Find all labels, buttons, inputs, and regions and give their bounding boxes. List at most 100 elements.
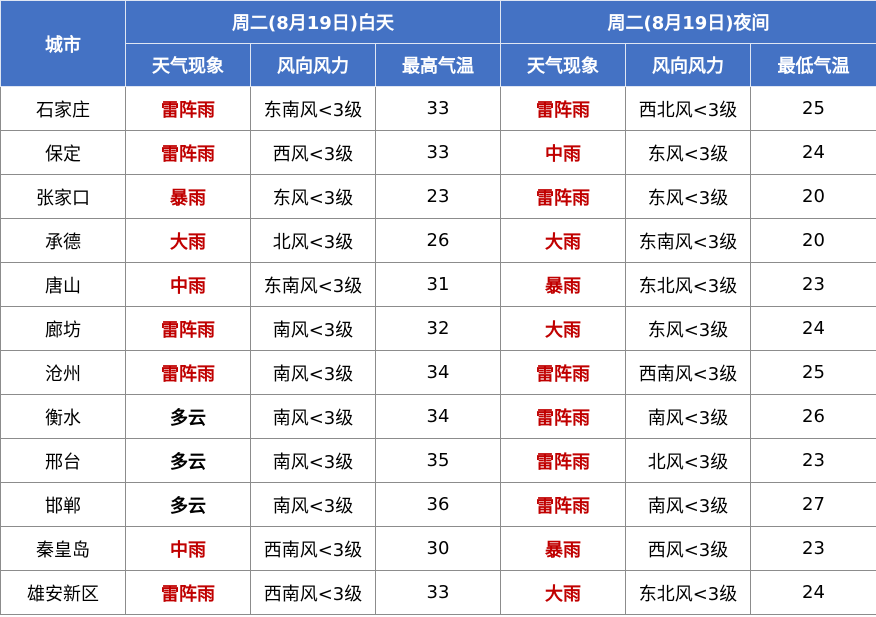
weather-cell: 中雨 [125,262,251,307]
column-header: 风向风力 [625,43,751,87]
table-row: 邯郸 多云 南风<3级 36 雷阵雨 南风<3级 27 [0,482,876,527]
table-cell: 20 [750,174,876,219]
column-header: 最低气温 [750,43,876,87]
table-row: 承德 大雨 北风<3级 26 大雨 东南风<3级 20 [0,218,876,263]
header-night: 周二(8月19日)夜间 [500,0,876,44]
table-cell: 东风<3级 [625,130,751,175]
table-cell: 邢台 [0,438,126,483]
table-row: 唐山 中雨 东南风<3级 31 暴雨 东北风<3级 23 [0,262,876,307]
weather-cell: 雷阵雨 [125,570,251,615]
table-cell: 石家庄 [0,86,126,131]
table-cell: 西风<3级 [625,526,751,571]
weather-cell: 中雨 [500,130,626,175]
table-cell: 东北风<3级 [625,570,751,615]
table-cell: 东南风<3级 [250,262,376,307]
table-cell: 20 [750,218,876,263]
table-cell: 廊坊 [0,306,126,351]
weather-cell: 雷阵雨 [125,350,251,395]
table-cell: 26 [750,394,876,439]
table-cell: 南风<3级 [250,482,376,527]
table-cell: 23 [750,262,876,307]
table-cell: 南风<3级 [250,350,376,395]
weather-cell: 雷阵雨 [500,350,626,395]
table-row: 廊坊 雷阵雨 南风<3级 32 大雨 东风<3级 24 [0,306,876,351]
table-cell: 南风<3级 [250,438,376,483]
table-cell: 保定 [0,130,126,175]
column-header: 天气现象 [500,43,626,87]
table-cell: 27 [750,482,876,527]
table-cell: 24 [750,306,876,351]
column-header: 天气现象 [125,43,251,87]
table-cell: 23 [375,174,501,219]
column-header: 最高气温 [375,43,501,87]
table-cell: 34 [375,350,501,395]
table-cell: 沧州 [0,350,126,395]
table-cell: 25 [750,86,876,131]
weather-cell: 雷阵雨 [500,482,626,527]
table-cell: 23 [750,438,876,483]
weather-cell: 大雨 [500,218,626,263]
table-cell: 邯郸 [0,482,126,527]
table-cell: 33 [375,86,501,131]
table-cell: 南风<3级 [625,394,751,439]
table-cell: 32 [375,306,501,351]
table-cell: 南风<3级 [625,482,751,527]
table-cell: 东风<3级 [625,306,751,351]
header-day: 周二(8月19日)白天 [125,0,501,44]
table-cell: 33 [375,570,501,615]
table-cell: 秦皇岛 [0,526,126,571]
weather-cell: 雷阵雨 [125,86,251,131]
table-row: 秦皇岛 中雨 西南风<3级 30 暴雨 西风<3级 23 [0,526,876,571]
table-cell: 35 [375,438,501,483]
weather-cell: 暴雨 [500,262,626,307]
table-cell: 36 [375,482,501,527]
table-cell: 南风<3级 [250,394,376,439]
weather-cell: 暴雨 [500,526,626,571]
table-cell: 西北风<3级 [625,86,751,131]
weather-cell: 雷阵雨 [125,130,251,175]
weather-cell: 雷阵雨 [500,438,626,483]
header-city: 城市 [0,0,126,87]
table-cell: 34 [375,394,501,439]
table-row: 沧州 雷阵雨 南风<3级 34 雷阵雨 西南风<3级 25 [0,350,876,395]
table-cell: 23 [750,526,876,571]
weather-cell: 雷阵雨 [500,174,626,219]
table-cell: 北风<3级 [250,218,376,263]
weather-cell: 雷阵雨 [500,86,626,131]
table-cell: 雄安新区 [0,570,126,615]
table-cell: 26 [375,218,501,263]
table-cell: 西南风<3级 [250,526,376,571]
table-cell: 衡水 [0,394,126,439]
table-cell: 24 [750,130,876,175]
weather-cell: 多云 [125,394,251,439]
table-cell: 张家口 [0,174,126,219]
table-cell: 西南风<3级 [625,350,751,395]
table-cell: 33 [375,130,501,175]
weather-cell: 雷阵雨 [500,394,626,439]
table-cell: 东风<3级 [625,174,751,219]
table-row: 衡水 多云 南风<3级 34 雷阵雨 南风<3级 26 [0,394,876,439]
weather-cell: 多云 [125,482,251,527]
weather-cell: 中雨 [125,526,251,571]
table-cell: 承德 [0,218,126,263]
table-row: 张家口 暴雨 东风<3级 23 雷阵雨 东风<3级 20 [0,174,876,219]
table-cell: 30 [375,526,501,571]
table-row: 石家庄 雷阵雨 东南风<3级 33 雷阵雨 西北风<3级 25 [0,86,876,131]
table-row: 保定 雷阵雨 西风<3级 33 中雨 东风<3级 24 [0,130,876,175]
table-row: 雄安新区 雷阵雨 西南风<3级 33 大雨 东北风<3级 24 [0,570,876,615]
column-header: 风向风力 [250,43,376,87]
table-cell: 东南风<3级 [250,86,376,131]
table-cell: 北风<3级 [625,438,751,483]
weather-cell: 雷阵雨 [125,306,251,351]
weather-cell: 多云 [125,438,251,483]
table-cell: 西南风<3级 [250,570,376,615]
table-cell: 东风<3级 [250,174,376,219]
table-cell: 25 [750,350,876,395]
table-cell: 东南风<3级 [625,218,751,263]
weather-cell: 大雨 [500,306,626,351]
weather-cell: 暴雨 [125,174,251,219]
weather-cell: 大雨 [500,570,626,615]
table-cell: 24 [750,570,876,615]
